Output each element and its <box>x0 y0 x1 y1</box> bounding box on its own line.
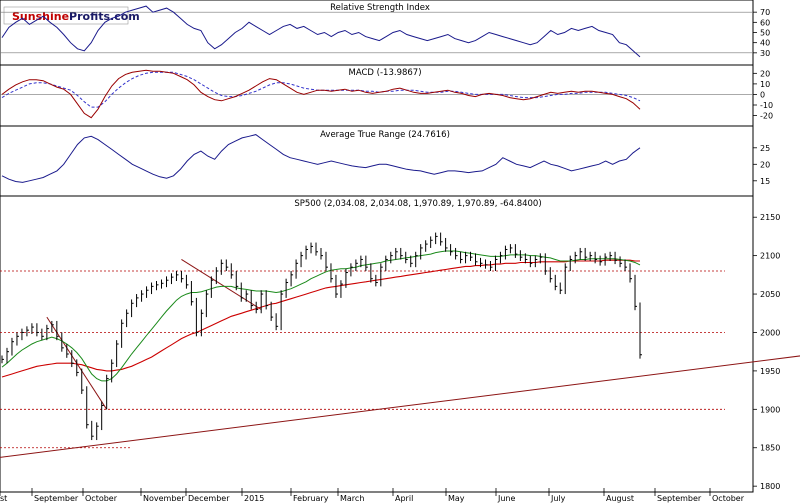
rsi-tick-label: 70 <box>760 8 770 17</box>
price-tick-label: 2150 <box>760 213 780 222</box>
x-tick-label: June <box>497 494 516 503</box>
atr-panel: Average True Range (24.7616) <box>0 125 754 197</box>
atr-title: Average True Range (24.7616) <box>320 130 450 140</box>
macd-line <box>1 69 641 119</box>
rsi-tick-label: 50 <box>760 29 770 38</box>
x-tick-label: February <box>293 494 329 503</box>
price-tick-label: 1950 <box>760 367 780 376</box>
x-tick-label: September <box>657 494 702 503</box>
declining-trend-line <box>181 259 262 310</box>
x-tick-label: 2015 <box>244 494 264 503</box>
rsi-line <box>1 5 641 58</box>
logo-part1: Sunshine <box>12 10 69 23</box>
atr-tick-label: 20 <box>760 160 770 169</box>
axis-ticks: 3040506070-20-10010201520251800185019001… <box>0 8 780 503</box>
price-panel: SP500 (2,034.08, 2,034.08, 1,970.89, 1,9… <box>0 195 754 493</box>
atr-tick-label: 15 <box>760 177 770 186</box>
sma50-line <box>1 250 641 382</box>
macd-title: MACD (-13.9867) <box>348 68 421 78</box>
x-tick-label: August <box>606 494 634 503</box>
x-tick-label: July <box>550 494 566 503</box>
macd-tick-label: 20 <box>760 69 770 78</box>
x-tick-label: October <box>712 494 745 503</box>
logo: SunshineProfits.com <box>3 6 140 25</box>
rsi-tick-label: 40 <box>760 39 770 48</box>
price-tick-label: 2000 <box>760 328 780 337</box>
macd-tick-label: 10 <box>760 80 770 89</box>
price-tick-label: 1900 <box>760 405 780 414</box>
sma200-line <box>1 259 640 378</box>
price-tick-label: 2050 <box>760 290 780 299</box>
x-tick-label: September <box>34 494 79 503</box>
rsi-tick-label: 60 <box>760 18 770 27</box>
x-tick-label: April <box>395 494 413 503</box>
x-tick-label: October <box>85 494 118 503</box>
price-tick-label: 1850 <box>760 444 780 453</box>
price-bars <box>1 232 642 441</box>
rsi-tick-label: 30 <box>760 49 770 58</box>
price-title: SP500 (2,034.08, 2,034.08, 1,970.89, 1,9… <box>294 199 541 209</box>
x-tick-label: November <box>143 494 185 503</box>
macd-tick-label: 0 <box>760 90 765 99</box>
svg-text:SunshineProfits.com: SunshineProfits.com <box>12 10 140 23</box>
macd-tick-label: -20 <box>760 112 773 121</box>
long-term-trend-line <box>0 355 800 458</box>
x-tick-label: st <box>0 494 7 503</box>
x-tick-label: May <box>448 494 465 503</box>
price-tick-label: 1800 <box>760 482 780 491</box>
macd-tick-label: -10 <box>760 101 773 110</box>
x-tick-label: March <box>340 494 364 503</box>
x-tick-label: December <box>188 494 230 503</box>
atr-line <box>1 134 641 183</box>
rsi-title: Relative Strength Index <box>330 3 430 13</box>
logo-part2: Profits.com <box>69 10 140 23</box>
atr-tick-label: 25 <box>760 144 770 153</box>
macd-panel: MACD (-13.9867) <box>0 64 754 127</box>
price-tick-label: 2100 <box>760 252 780 261</box>
indicator-lines <box>0 5 800 458</box>
